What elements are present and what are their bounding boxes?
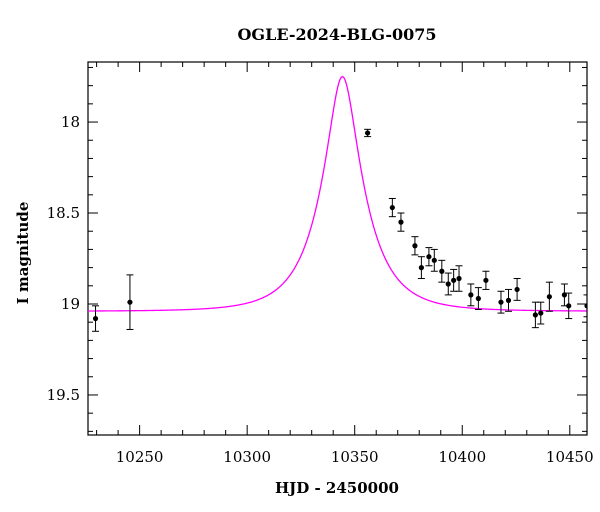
y-tick-label: 19.5 — [47, 386, 80, 404]
data-marker — [389, 204, 395, 211]
data-marker — [505, 297, 512, 303]
data-point — [444, 272, 452, 296]
data-marker — [468, 292, 474, 298]
data-marker — [451, 277, 457, 283]
data-point — [417, 256, 425, 280]
data-point — [537, 301, 545, 325]
data-marker — [365, 130, 371, 136]
data-marker — [546, 294, 552, 300]
model-curve — [88, 75, 587, 312]
data-marker — [412, 243, 418, 249]
data-point — [482, 270, 490, 290]
data-marker — [514, 286, 520, 293]
model-curve-layer — [88, 75, 587, 312]
data-point — [583, 294, 587, 318]
data-point — [474, 287, 482, 310]
data-marker — [431, 257, 437, 263]
chart-title: OGLE-2024-BLG-0075 — [237, 25, 436, 44]
data-marker — [398, 219, 404, 225]
x-tick-label: 10450 — [546, 448, 594, 466]
x-tick-label: 10250 — [116, 448, 164, 466]
data-point — [497, 290, 505, 314]
plot-area — [87, 61, 588, 436]
y-tick-label: 18.5 — [47, 204, 80, 222]
data-point — [411, 236, 419, 256]
data-marker — [498, 299, 504, 305]
data-point — [513, 278, 521, 301]
data-marker — [456, 275, 462, 282]
y-axis-label: I magnitude — [14, 202, 32, 305]
data-marker — [561, 292, 568, 298]
x-tick-label: 10350 — [331, 448, 379, 466]
data-marker — [584, 303, 587, 309]
data-marker — [483, 277, 489, 283]
data-point — [531, 301, 539, 329]
data-marker — [426, 254, 432, 260]
data-marker — [532, 312, 538, 318]
data-point — [545, 281, 553, 312]
data-point — [388, 197, 396, 218]
data-point — [455, 265, 463, 292]
data-marker — [445, 281, 451, 287]
data-marker — [566, 303, 572, 309]
data-marker — [418, 265, 424, 271]
data-point — [397, 212, 405, 232]
axis-ticks — [88, 62, 587, 435]
data-point — [560, 283, 568, 307]
data-point — [565, 292, 573, 320]
x-axis-label: HJD - 2450000 — [275, 479, 399, 497]
y-tick-label: 18 — [61, 113, 80, 131]
plot-frame — [87, 61, 588, 436]
data-point — [467, 283, 475, 307]
data-point — [425, 247, 433, 267]
data-point — [430, 248, 438, 272]
data-point — [438, 259, 446, 283]
x-tick-label: 10300 — [223, 448, 271, 466]
data-marker — [475, 295, 481, 302]
tick-labels: 10250 10300 10350 10400 10450 18 18.5 19 19.5 — [47, 113, 594, 466]
y-tick-label: 19 — [61, 295, 80, 313]
data-points-layer — [92, 128, 587, 332]
data-marker — [439, 268, 445, 274]
data-marker — [127, 299, 133, 305]
x-tick-label: 10400 — [438, 448, 486, 466]
data-marker — [538, 310, 544, 316]
data-point — [126, 274, 134, 330]
data-marker — [92, 315, 99, 322]
data-point — [364, 128, 372, 138]
data-point — [504, 288, 512, 312]
data-point — [92, 305, 100, 332]
